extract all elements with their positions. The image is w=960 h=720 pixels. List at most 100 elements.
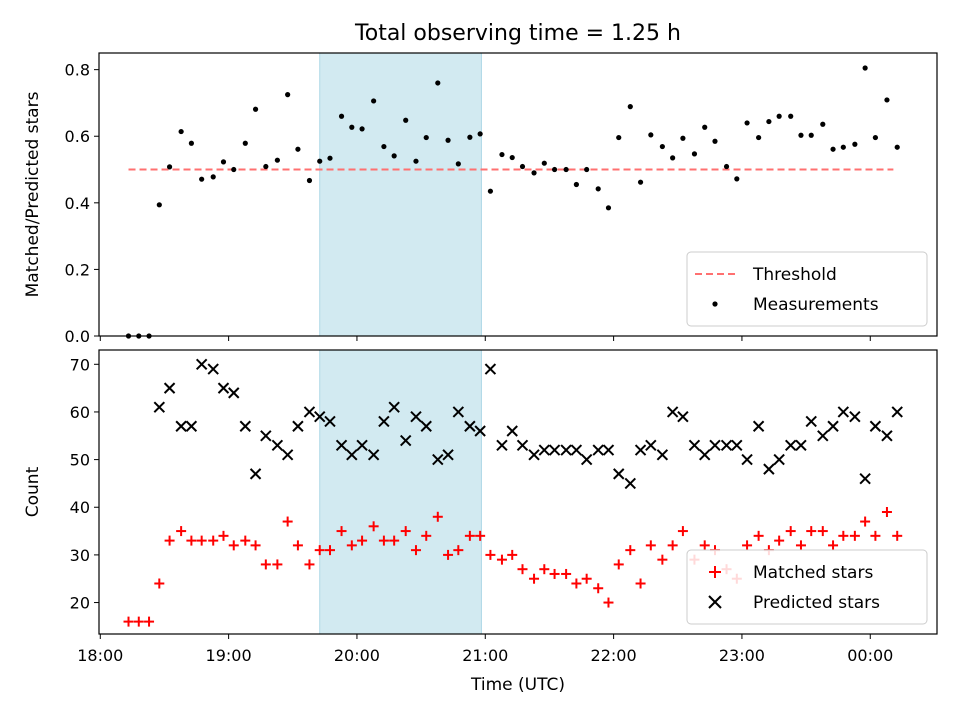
predicted-star-point [709,439,721,452]
x-b [805,415,817,428]
x-tick-label: 19:00 [206,646,252,665]
measurement-point [680,135,686,141]
x-b [548,444,561,456]
predicted-star-point [163,382,176,394]
predicted-star-point [827,420,839,432]
x-b [314,411,326,423]
measurement-point [210,174,216,180]
x-b [217,382,230,394]
measurement-point [573,181,579,188]
x-tick-label: 18:00 [77,646,123,665]
matched-star-point [176,526,187,537]
matched-star-point [667,540,678,551]
measurement-point [531,170,537,176]
measurement-point [263,163,269,170]
measurement-point [852,141,858,147]
predicted-star-point [677,411,689,423]
predicted-star-point [720,439,733,452]
measurement-point [391,153,397,159]
measurement-point [584,166,590,173]
x-b [795,439,807,452]
x-b [592,444,604,456]
x-b [367,449,380,461]
measurement-point [691,151,698,157]
x-b [420,420,432,432]
y-tick-label: 40 [70,498,90,517]
matched-star-point [828,540,839,551]
x-b [881,430,893,442]
x-b [163,382,176,394]
top-panel: 0.0 0.2 0.4 0.6 0.8 Matched/Predicted stars Th… [23,52,938,346]
x-tick-label: 20:00 [334,646,380,665]
y-tick-label: 0.0 [65,327,90,346]
matched-star-point [389,535,400,546]
x-b [624,477,636,490]
x-b [837,406,850,418]
matched-star-point [603,597,614,608]
measurement-point [766,118,772,125]
predicted-star-point [195,358,208,371]
matched-star-point [485,549,496,560]
predicted-star-point [271,439,284,452]
measurement-point [423,134,429,141]
measurement-point [467,134,473,140]
matched-star-point [806,526,817,537]
measurement-point [659,143,665,150]
x-b [410,411,422,423]
predicted-star-point [881,430,893,442]
x-b [153,401,166,413]
predicted-star-point [645,439,657,452]
matched-star-point [475,530,486,541]
matched-star-point [742,540,753,551]
predicted-star-point [496,439,508,452]
measurement-point [349,124,355,130]
measurement-point [199,176,205,182]
matched-star-point [785,526,796,537]
x-b [496,439,508,452]
x-b [849,411,861,423]
predicted-star-point [560,444,572,456]
matched-star-point [282,516,293,527]
measurement-point [776,113,782,119]
matched-star-point [774,535,785,546]
y-tick-label: 0.4 [65,194,90,213]
predicted-star-point [260,430,272,442]
measurement-point [840,144,846,150]
matched-star-point [123,616,134,627]
matched-star-point [625,545,636,556]
matched-star-point [860,516,871,527]
measurement-point [499,151,505,158]
matched-star-point [635,578,646,589]
measurement-point [648,132,654,138]
predicted-star-point [688,439,701,452]
matched-star-point [464,530,475,541]
x-b [613,468,625,480]
legend-box [686,251,928,327]
predicted-star-point [741,453,753,466]
predicted-star-point [805,415,817,428]
x-b [656,449,669,461]
measurement-point [723,163,730,170]
measurement-point [166,164,173,170]
x-tick-label: 23:00 [719,646,765,665]
x-b [464,420,476,432]
measurement-point [788,113,794,119]
x-tick-label: 22:00 [591,646,637,665]
legend-label: Threshold [752,265,837,285]
x-b [249,468,262,480]
x-b [528,449,540,461]
predicted-star-point [239,420,252,432]
predicted-star-point [859,472,871,485]
predicted-star-point [249,468,262,480]
predicted-star-point [303,406,316,418]
legend-box [686,549,928,625]
matched-star-point [314,545,325,556]
y-tick-label: 70 [70,355,90,374]
matched-star-point [517,564,528,575]
predicted-star-point [548,444,561,456]
measurement-point [306,177,313,184]
matched-star-point [529,573,540,584]
predicted-star-point [228,387,240,399]
x-b [432,453,444,466]
predicted-star-point [432,453,444,466]
